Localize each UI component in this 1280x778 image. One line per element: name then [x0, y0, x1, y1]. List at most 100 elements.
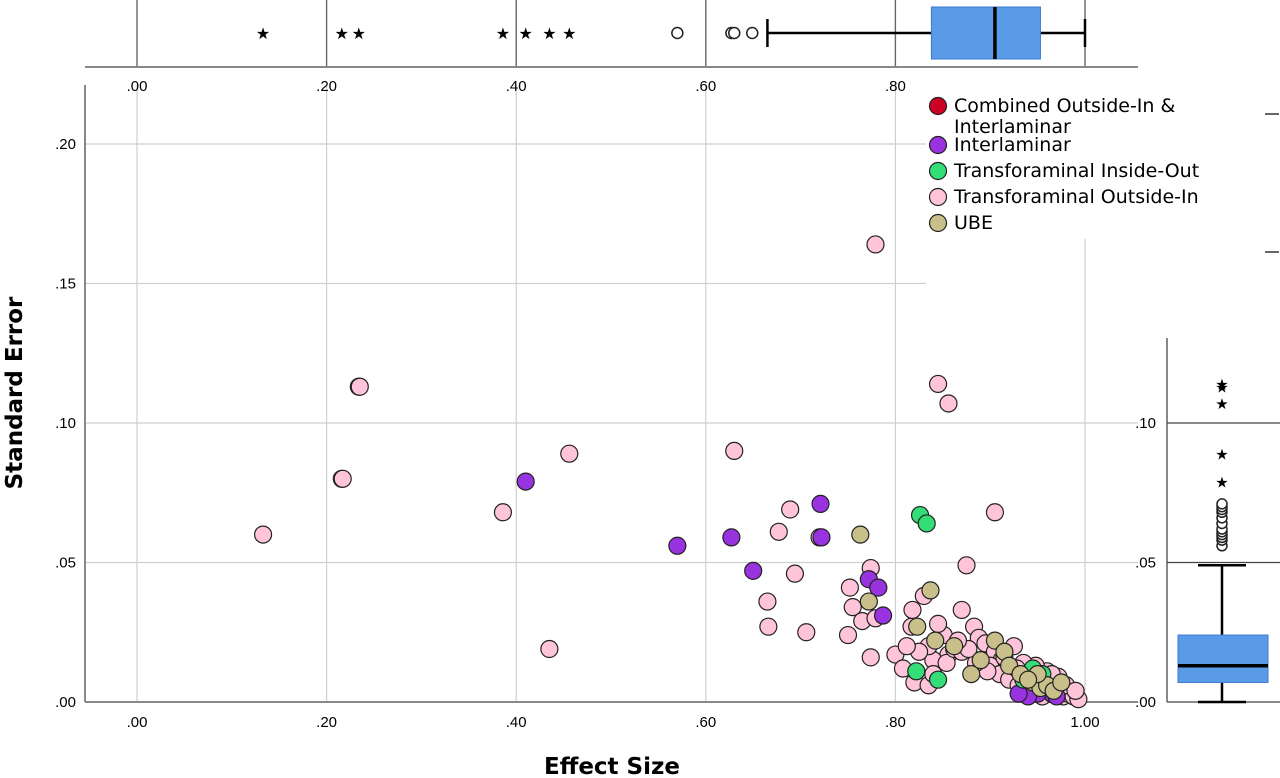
x-axis-title: Effect Size: [544, 754, 680, 778]
data-point: [843, 598, 862, 617]
data-point: [744, 561, 763, 580]
data-point: [493, 503, 513, 522]
outlier-star: ★: [256, 24, 270, 43]
outlier-circle: [671, 26, 684, 40]
legend-label: Transforaminal Inside-Out: [953, 160, 1199, 182]
data-point: [758, 592, 777, 611]
legend-items: Combined Outside-In &InterlaminarInterla…: [928, 95, 1199, 234]
legend-marker: [928, 187, 948, 207]
data-point: [921, 581, 940, 600]
outlier-star: ★: [1215, 376, 1228, 394]
outlier-star: ★: [562, 24, 576, 43]
data-point: [939, 394, 958, 413]
x-tick-label-top: .40: [506, 78, 527, 95]
data-point: [540, 639, 559, 659]
data-point: [759, 617, 778, 636]
data-point: [1052, 673, 1071, 692]
data-point: [516, 472, 535, 491]
legend-marker: [928, 96, 948, 116]
right-boxplot-panel: .00.05.10★★★★★: [1135, 338, 1280, 711]
legend-label: Transforaminal Outside-In: [953, 186, 1199, 208]
data-point: [866, 235, 885, 254]
data-point: [333, 469, 352, 488]
y-axis-title: Standard Error: [2, 296, 28, 489]
data-point: [838, 625, 858, 645]
data-point: [937, 653, 956, 673]
outlier-star: ★: [1215, 378, 1228, 396]
legend-marker: [928, 161, 948, 181]
y-tick-labels: .00 .05 .10 .15 .20: [55, 136, 76, 711]
outlier-star: ★: [519, 24, 533, 43]
outlier-star: ★: [542, 24, 556, 43]
outlier-star: ★: [335, 24, 349, 43]
data-point: [781, 500, 800, 519]
x-tick-label-top: .60: [695, 78, 716, 95]
outlier-star: ★: [1215, 473, 1228, 491]
legend: Combined Outside-In &InterlaminarInterla…: [926, 84, 1279, 253]
iqr-box: [1177, 634, 1269, 683]
data-point: [869, 578, 888, 597]
outlier-circle: [746, 26, 759, 40]
data-point: [811, 494, 830, 514]
legend-label: Interlaminar: [954, 134, 1071, 156]
data-points: [253, 235, 1088, 709]
data-point: [769, 522, 788, 541]
data-point: [926, 631, 945, 650]
data-point: [945, 637, 964, 656]
standard-error-boxplot: .00.05.10★★★★★: [1135, 338, 1280, 711]
right-tick-label: .10: [1135, 415, 1156, 432]
x-tick-label-top: .80: [885, 78, 906, 95]
data-point: [560, 444, 579, 463]
data-point: [785, 564, 805, 583]
data-point: [928, 374, 948, 394]
data-point: [952, 600, 971, 620]
top-boxplot-panel: ★ ★ ★ ★ ★ ★ ★: [85, 0, 1138, 68]
outlier-star: ★: [1215, 395, 1228, 413]
legend-marker: [928, 213, 948, 233]
data-point: [908, 617, 927, 636]
x-tick-labels: .00 .20 .40 .60 .80 1.00: [127, 714, 1100, 731]
data-point: [1019, 670, 1038, 689]
outlier-circle: [727, 26, 741, 40]
legend-background: [926, 84, 1279, 239]
data-point: [928, 670, 948, 689]
x-tick-label-top: .00: [127, 78, 148, 95]
main-plot: .00 .20 .40 .60 .80 1.00 .00 .20 .40 .60 .80 .00.…: [2, 78, 1138, 778]
data-point: [985, 503, 1005, 522]
legend-label: Interlaminar: [954, 116, 1071, 138]
iqr-box: [930, 6, 1041, 60]
data-point: [725, 441, 744, 460]
legend-marker: [928, 135, 948, 155]
data-point: [859, 592, 878, 611]
x-tick-label: .80: [885, 714, 906, 731]
data-point: [812, 528, 831, 547]
data-point: [861, 648, 880, 667]
y-tick-label: .15: [55, 276, 76, 293]
x-tick-labels-top: .00 .20 .40 .60 .80: [127, 78, 906, 95]
x-tick-label: .00: [127, 714, 148, 731]
data-point: [668, 536, 687, 555]
x-tick-label: .40: [506, 714, 527, 731]
y-tick-label: .00: [55, 694, 76, 711]
right-tick-label: .00: [1135, 694, 1156, 711]
data-point: [962, 664, 981, 684]
data-point: [253, 525, 273, 544]
data-point: [917, 514, 936, 533]
legend-label: UBE: [954, 212, 993, 234]
data-point: [797, 623, 816, 642]
outlier-star: ★: [1215, 445, 1228, 463]
x-tick-label: .20: [316, 714, 337, 731]
data-point: [897, 637, 916, 656]
data-point: [873, 606, 893, 625]
legend-label: Combined Outside-In &: [954, 95, 1175, 117]
y-tick-label: .10: [55, 415, 76, 432]
y-tick-label: .20: [55, 136, 76, 153]
data-point: [1066, 681, 1085, 700]
effect-size-boxplot: ★ ★ ★ ★ ★ ★ ★: [256, 6, 1087, 60]
x-tick-label: .60: [695, 714, 716, 731]
data-point: [928, 614, 948, 633]
data-point: [722, 528, 741, 547]
outlier-circle: [1216, 498, 1228, 510]
data-point: [971, 651, 990, 670]
